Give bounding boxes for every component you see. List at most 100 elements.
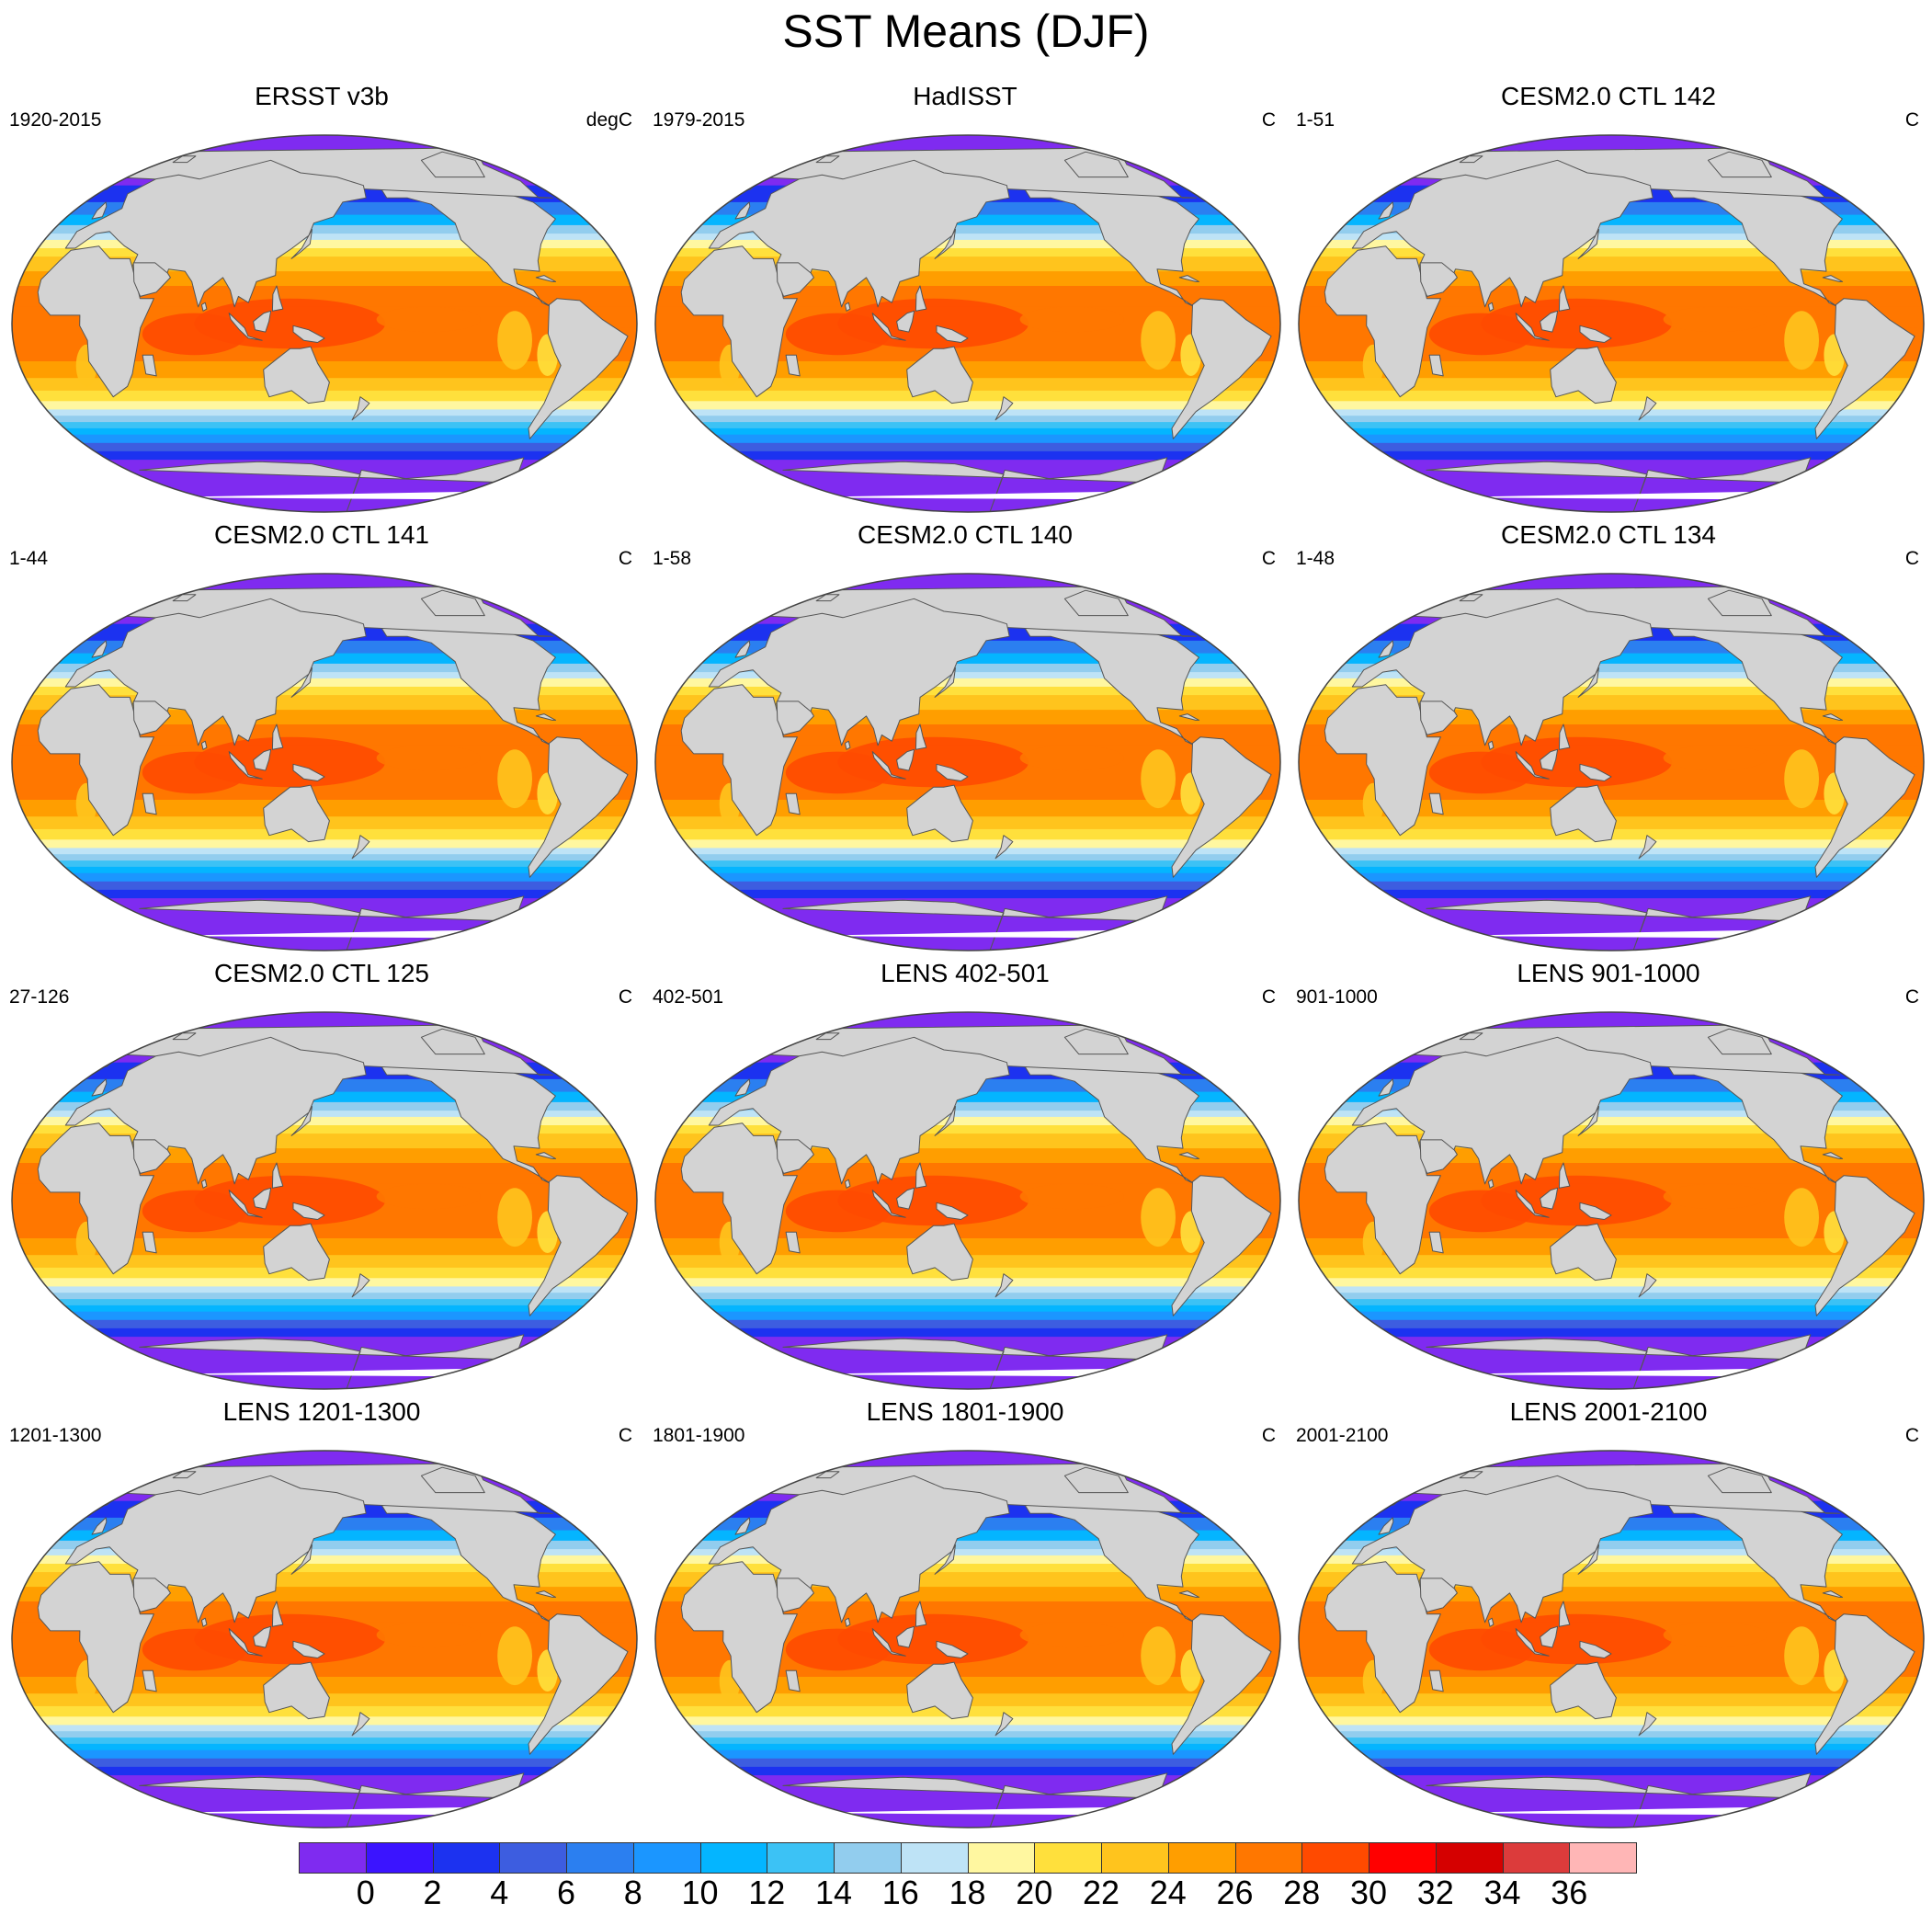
sst-band — [12, 854, 637, 861]
sst-band — [655, 434, 1280, 444]
landmass — [871, 751, 906, 780]
sst-band — [655, 1555, 1280, 1565]
sst-band — [1299, 1725, 1924, 1732]
landmass — [1558, 285, 1571, 312]
sst-feature — [1428, 1628, 1534, 1671]
landmass — [139, 1772, 525, 1828]
colorbar-tick-label: 6 — [556, 1874, 576, 1911]
panel-units-label: C — [1261, 986, 1276, 1008]
landmass — [528, 736, 629, 878]
landmass — [815, 594, 840, 602]
sst-band — [1299, 860, 1924, 868]
panel-units-label: C — [1261, 1425, 1276, 1446]
colorbar-box — [967, 1842, 1036, 1874]
sst-band — [12, 724, 637, 746]
panel-units-label: C — [618, 986, 632, 1008]
sst-band — [1299, 234, 1924, 241]
panel-title: ERSST v3b — [255, 82, 389, 110]
map-panel: LENS 402-501 402-501 C — [643, 958, 1287, 1390]
colorbar-box — [1502, 1842, 1571, 1874]
sst-band — [12, 1163, 637, 1185]
panel-units-label: C — [1904, 986, 1919, 1008]
sst-feature — [1663, 1183, 1767, 1210]
sst-band — [655, 1743, 1280, 1751]
sst-band — [1299, 1111, 1924, 1118]
sst-band — [1299, 1319, 1924, 1329]
sst-feature — [1663, 745, 1767, 771]
landmass — [934, 1106, 956, 1136]
colorbar-tick-label: 16 — [881, 1874, 919, 1911]
sst-band — [1299, 1286, 1924, 1293]
landmass — [776, 1139, 814, 1174]
sst-band — [1299, 1677, 1924, 1694]
sst-band — [655, 1758, 1280, 1768]
ice-shelf — [1439, 486, 1787, 500]
landmass — [528, 298, 629, 439]
sst-band — [1299, 678, 1924, 688]
landmass — [528, 1175, 629, 1316]
landmass — [528, 1613, 629, 1755]
landmass — [906, 346, 973, 404]
landmass — [782, 457, 1168, 512]
sst-feature — [1019, 1183, 1124, 1210]
colorbar-tick-label: 22 — [1082, 1874, 1120, 1911]
sst-band — [12, 1749, 637, 1760]
sst-band — [12, 1731, 637, 1738]
sst-band — [1299, 1731, 1924, 1738]
landmass — [844, 1617, 851, 1627]
landmass — [200, 1179, 208, 1189]
landmass — [200, 740, 208, 750]
sst-band — [655, 1163, 1280, 1185]
sst-band — [1299, 409, 1924, 416]
colorbar-box — [1369, 1842, 1437, 1874]
landmass — [776, 701, 814, 735]
landmass — [1579, 1640, 1612, 1658]
landmass — [1428, 792, 1444, 815]
landmass — [994, 1712, 1014, 1737]
map-panel: LENS 1801-1900 1801-1900 C — [643, 1396, 1287, 1829]
sst-band — [655, 1299, 1280, 1306]
landmass — [1638, 835, 1657, 860]
sst-feature — [785, 751, 891, 794]
sst-feature — [1784, 311, 1819, 370]
sst-band — [12, 286, 637, 308]
sst-band — [655, 224, 1280, 234]
landmass — [91, 1517, 108, 1535]
landmass — [132, 1578, 171, 1612]
panel-period-label: 1920-2015 — [9, 109, 102, 131]
landmass — [994, 396, 1014, 421]
sst-band — [1299, 1743, 1924, 1751]
sst-band — [655, 1601, 1280, 1623]
sst-band — [655, 361, 1280, 379]
panel-title: LENS 402-501 — [881, 959, 1050, 987]
sst-band — [12, 1293, 637, 1300]
landmass — [1540, 310, 1559, 333]
landmass — [1638, 396, 1657, 421]
landmass — [1577, 1106, 1599, 1136]
sst-band — [12, 1716, 637, 1726]
sst-band — [655, 889, 1280, 899]
landmass — [1558, 723, 1571, 750]
landmass — [1579, 763, 1612, 781]
landmass — [844, 302, 851, 312]
landmass — [1822, 1590, 1844, 1598]
panel-title: LENS 2001-2100 — [1509, 1397, 1708, 1426]
ice-shelf — [796, 1802, 1143, 1816]
panel-units-label: C — [1904, 548, 1919, 569]
landmass — [290, 229, 313, 259]
colorbar-tick-label: 36 — [1551, 1874, 1588, 1911]
sst-band — [12, 442, 637, 452]
landmass — [776, 1578, 814, 1612]
landmass — [1426, 457, 1812, 512]
landmass — [896, 748, 915, 771]
landmass — [172, 155, 197, 164]
panel-period-label: 1-51 — [1296, 109, 1335, 131]
sst-band — [655, 401, 1280, 411]
landmass — [936, 1202, 969, 1220]
landmass — [734, 1078, 751, 1097]
map-panel: LENS 901-1000 901-1000 C — [1287, 958, 1930, 1390]
map-panel: CESM2.0 CTL 141 1-44 C — [0, 519, 643, 951]
sst-band — [12, 1278, 637, 1288]
landmass — [1063, 589, 1129, 617]
sst-band — [12, 1677, 637, 1694]
